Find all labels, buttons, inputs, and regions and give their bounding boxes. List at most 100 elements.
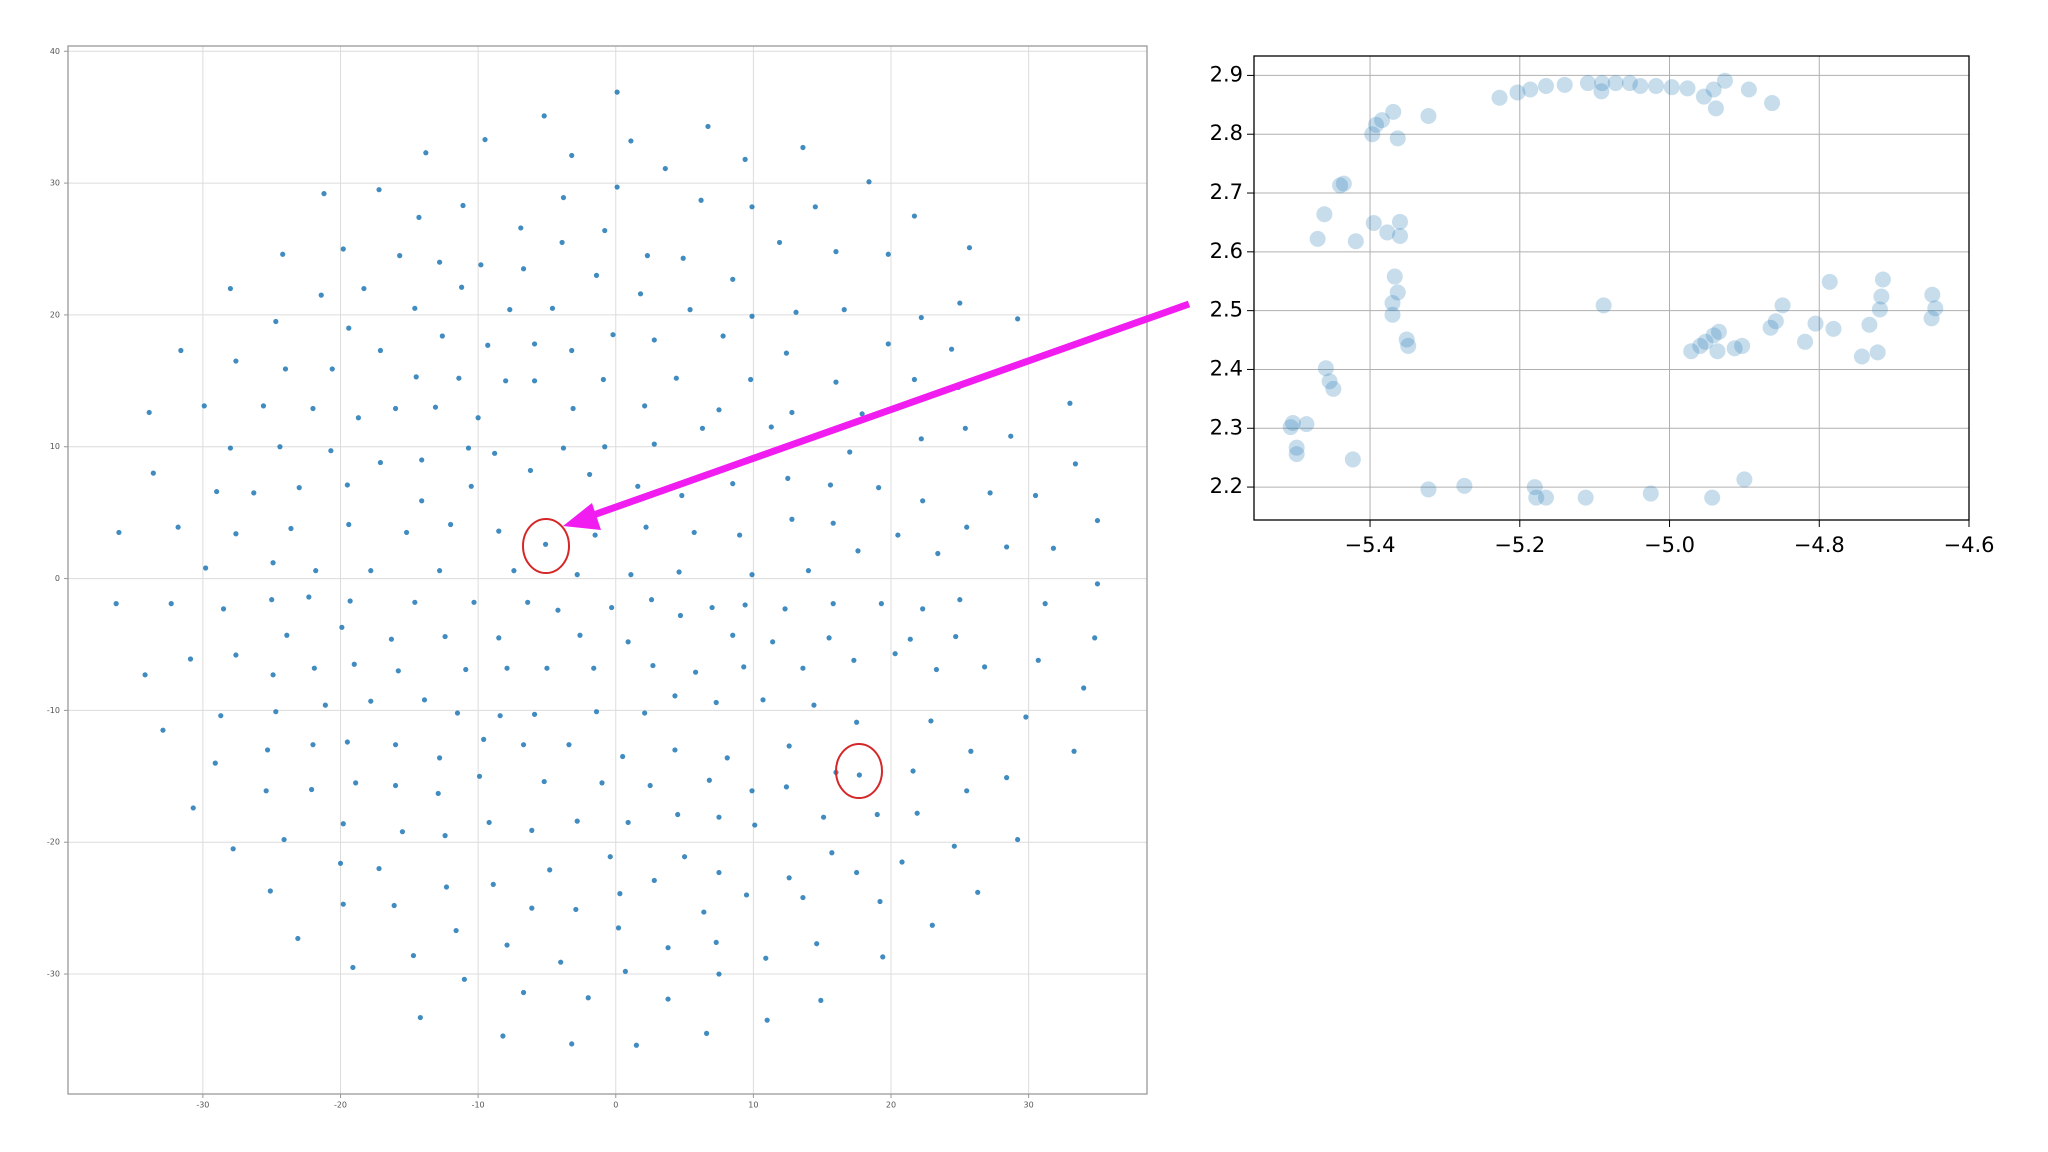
point bbox=[1321, 373, 1338, 390]
point bbox=[737, 532, 743, 538]
point bbox=[703, 1030, 710, 1036]
point bbox=[1344, 451, 1361, 468]
point bbox=[368, 568, 374, 574]
point bbox=[471, 599, 477, 605]
point bbox=[187, 656, 194, 662]
point bbox=[346, 325, 352, 331]
point bbox=[113, 601, 119, 607]
point bbox=[270, 672, 276, 678]
point bbox=[1008, 433, 1014, 439]
point bbox=[376, 187, 382, 193]
point bbox=[573, 906, 579, 913]
point bbox=[306, 594, 312, 600]
point bbox=[569, 347, 575, 354]
point bbox=[920, 498, 926, 504]
point bbox=[743, 892, 750, 898]
point bbox=[679, 492, 685, 499]
point bbox=[1368, 116, 1385, 133]
point bbox=[665, 996, 671, 1002]
point bbox=[1374, 112, 1391, 129]
point bbox=[724, 755, 730, 761]
point bbox=[481, 736, 487, 742]
point bbox=[1298, 416, 1315, 433]
point bbox=[1284, 414, 1301, 431]
point bbox=[812, 204, 818, 210]
point bbox=[233, 531, 239, 537]
point bbox=[322, 702, 328, 708]
point bbox=[527, 467, 534, 474]
point bbox=[764, 1017, 770, 1023]
point bbox=[1927, 300, 1944, 317]
point bbox=[329, 366, 335, 372]
point bbox=[1384, 306, 1401, 323]
point bbox=[435, 790, 441, 797]
point bbox=[1716, 72, 1733, 89]
point bbox=[1335, 175, 1352, 192]
chart: −5.4 −5.2 −5.0 −4.8 −4.6 2.2 2.3 2.4 2.5 2.6 2.7 2.… bbox=[1210, 55, 1995, 557]
point bbox=[419, 457, 425, 463]
point bbox=[377, 347, 384, 354]
point bbox=[1400, 337, 1417, 354]
point bbox=[214, 488, 220, 495]
y-tick-label: 2.7 bbox=[1210, 180, 1243, 204]
point bbox=[617, 891, 623, 897]
point bbox=[520, 742, 527, 748]
point bbox=[585, 995, 591, 1001]
y-tick-label: 2.9 bbox=[1210, 62, 1243, 86]
points bbox=[113, 89, 1101, 1048]
point bbox=[607, 854, 613, 860]
point bbox=[529, 905, 535, 911]
point bbox=[547, 867, 553, 873]
point bbox=[966, 245, 973, 251]
point bbox=[577, 632, 583, 638]
point bbox=[1015, 836, 1021, 843]
point bbox=[461, 976, 467, 982]
point bbox=[716, 814, 722, 820]
point bbox=[350, 964, 356, 971]
point bbox=[1764, 95, 1781, 112]
point bbox=[1726, 340, 1743, 357]
point bbox=[1384, 294, 1401, 311]
point bbox=[497, 713, 503, 719]
point bbox=[273, 709, 279, 715]
point bbox=[716, 971, 722, 977]
point bbox=[749, 788, 755, 794]
point bbox=[713, 939, 719, 946]
point bbox=[829, 850, 835, 856]
point bbox=[706, 777, 712, 783]
point bbox=[1420, 481, 1437, 498]
point bbox=[964, 788, 970, 794]
point bbox=[786, 743, 792, 749]
x-tick-label: 20 bbox=[886, 1101, 896, 1110]
y-tick-label: 30 bbox=[50, 179, 60, 188]
point bbox=[558, 959, 564, 965]
point bbox=[592, 532, 598, 538]
point bbox=[417, 1014, 423, 1021]
point bbox=[907, 636, 913, 642]
point bbox=[928, 718, 934, 724]
point bbox=[1094, 581, 1101, 587]
point bbox=[277, 444, 283, 450]
point bbox=[1556, 76, 1573, 93]
point bbox=[600, 376, 606, 383]
point bbox=[763, 955, 769, 961]
highlight-circle bbox=[522, 518, 570, 574]
point bbox=[1035, 657, 1041, 663]
point bbox=[681, 854, 688, 860]
point bbox=[1309, 230, 1326, 247]
point bbox=[439, 333, 445, 339]
point bbox=[635, 483, 641, 489]
point bbox=[951, 843, 957, 849]
point bbox=[353, 780, 359, 786]
point bbox=[587, 471, 593, 478]
point bbox=[742, 156, 748, 162]
point bbox=[1391, 213, 1408, 230]
point bbox=[227, 445, 234, 451]
point bbox=[1365, 215, 1382, 232]
point bbox=[1389, 284, 1406, 301]
point bbox=[895, 532, 901, 538]
point bbox=[800, 144, 806, 151]
point bbox=[436, 755, 443, 761]
point bbox=[233, 652, 239, 658]
point bbox=[1015, 316, 1021, 322]
